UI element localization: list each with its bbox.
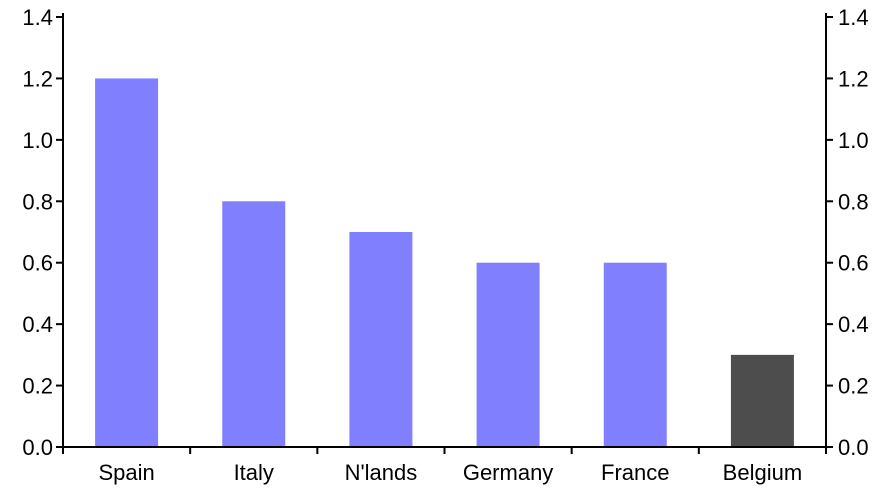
right-y-tick-label: 1.0 xyxy=(838,128,869,153)
right-y-tick-label: 1.2 xyxy=(838,66,869,91)
axes xyxy=(56,13,833,454)
bar-spain xyxy=(95,78,159,447)
left-y-tick-label: 1.0 xyxy=(22,128,53,153)
right-y-tick-label: 1.4 xyxy=(838,5,869,30)
right-y-tick-label: 0.8 xyxy=(838,189,869,214)
bar-nlands xyxy=(349,232,413,447)
x-tick-label: N'lands xyxy=(345,460,418,485)
left-y-tick-label: 0.6 xyxy=(22,251,53,276)
right-y-tick-label: 0.0 xyxy=(838,435,869,460)
labels: Spain Italy N'lands Germany France Belgium 0.0… xyxy=(22,5,868,485)
x-tick-label: Germany xyxy=(463,460,553,485)
right-y-tick-label: 0.4 xyxy=(838,312,869,337)
left-y-tick-label: 0.0 xyxy=(22,435,53,460)
left-y-tick-label: 1.2 xyxy=(22,66,53,91)
left-y-tick-label: 0.2 xyxy=(22,374,53,399)
bar-france xyxy=(603,262,667,447)
left-y-tick-label: 0.4 xyxy=(22,312,53,337)
left-y-tick-label: 0.8 xyxy=(22,189,53,214)
left-y-tick-label: 1.4 xyxy=(22,5,53,30)
right-y-tick-label: 0.2 xyxy=(838,374,869,399)
x-tick-label: France xyxy=(601,460,669,485)
bar-italy xyxy=(222,201,286,447)
x-tick-label: Belgium xyxy=(723,460,802,485)
bar-belgium xyxy=(730,354,794,447)
x-tick-label: Spain xyxy=(98,460,154,485)
x-tick-label: Italy xyxy=(234,460,274,485)
bar-germany xyxy=(476,262,540,447)
bars xyxy=(95,78,794,447)
right-y-tick-label: 0.6 xyxy=(838,251,869,276)
